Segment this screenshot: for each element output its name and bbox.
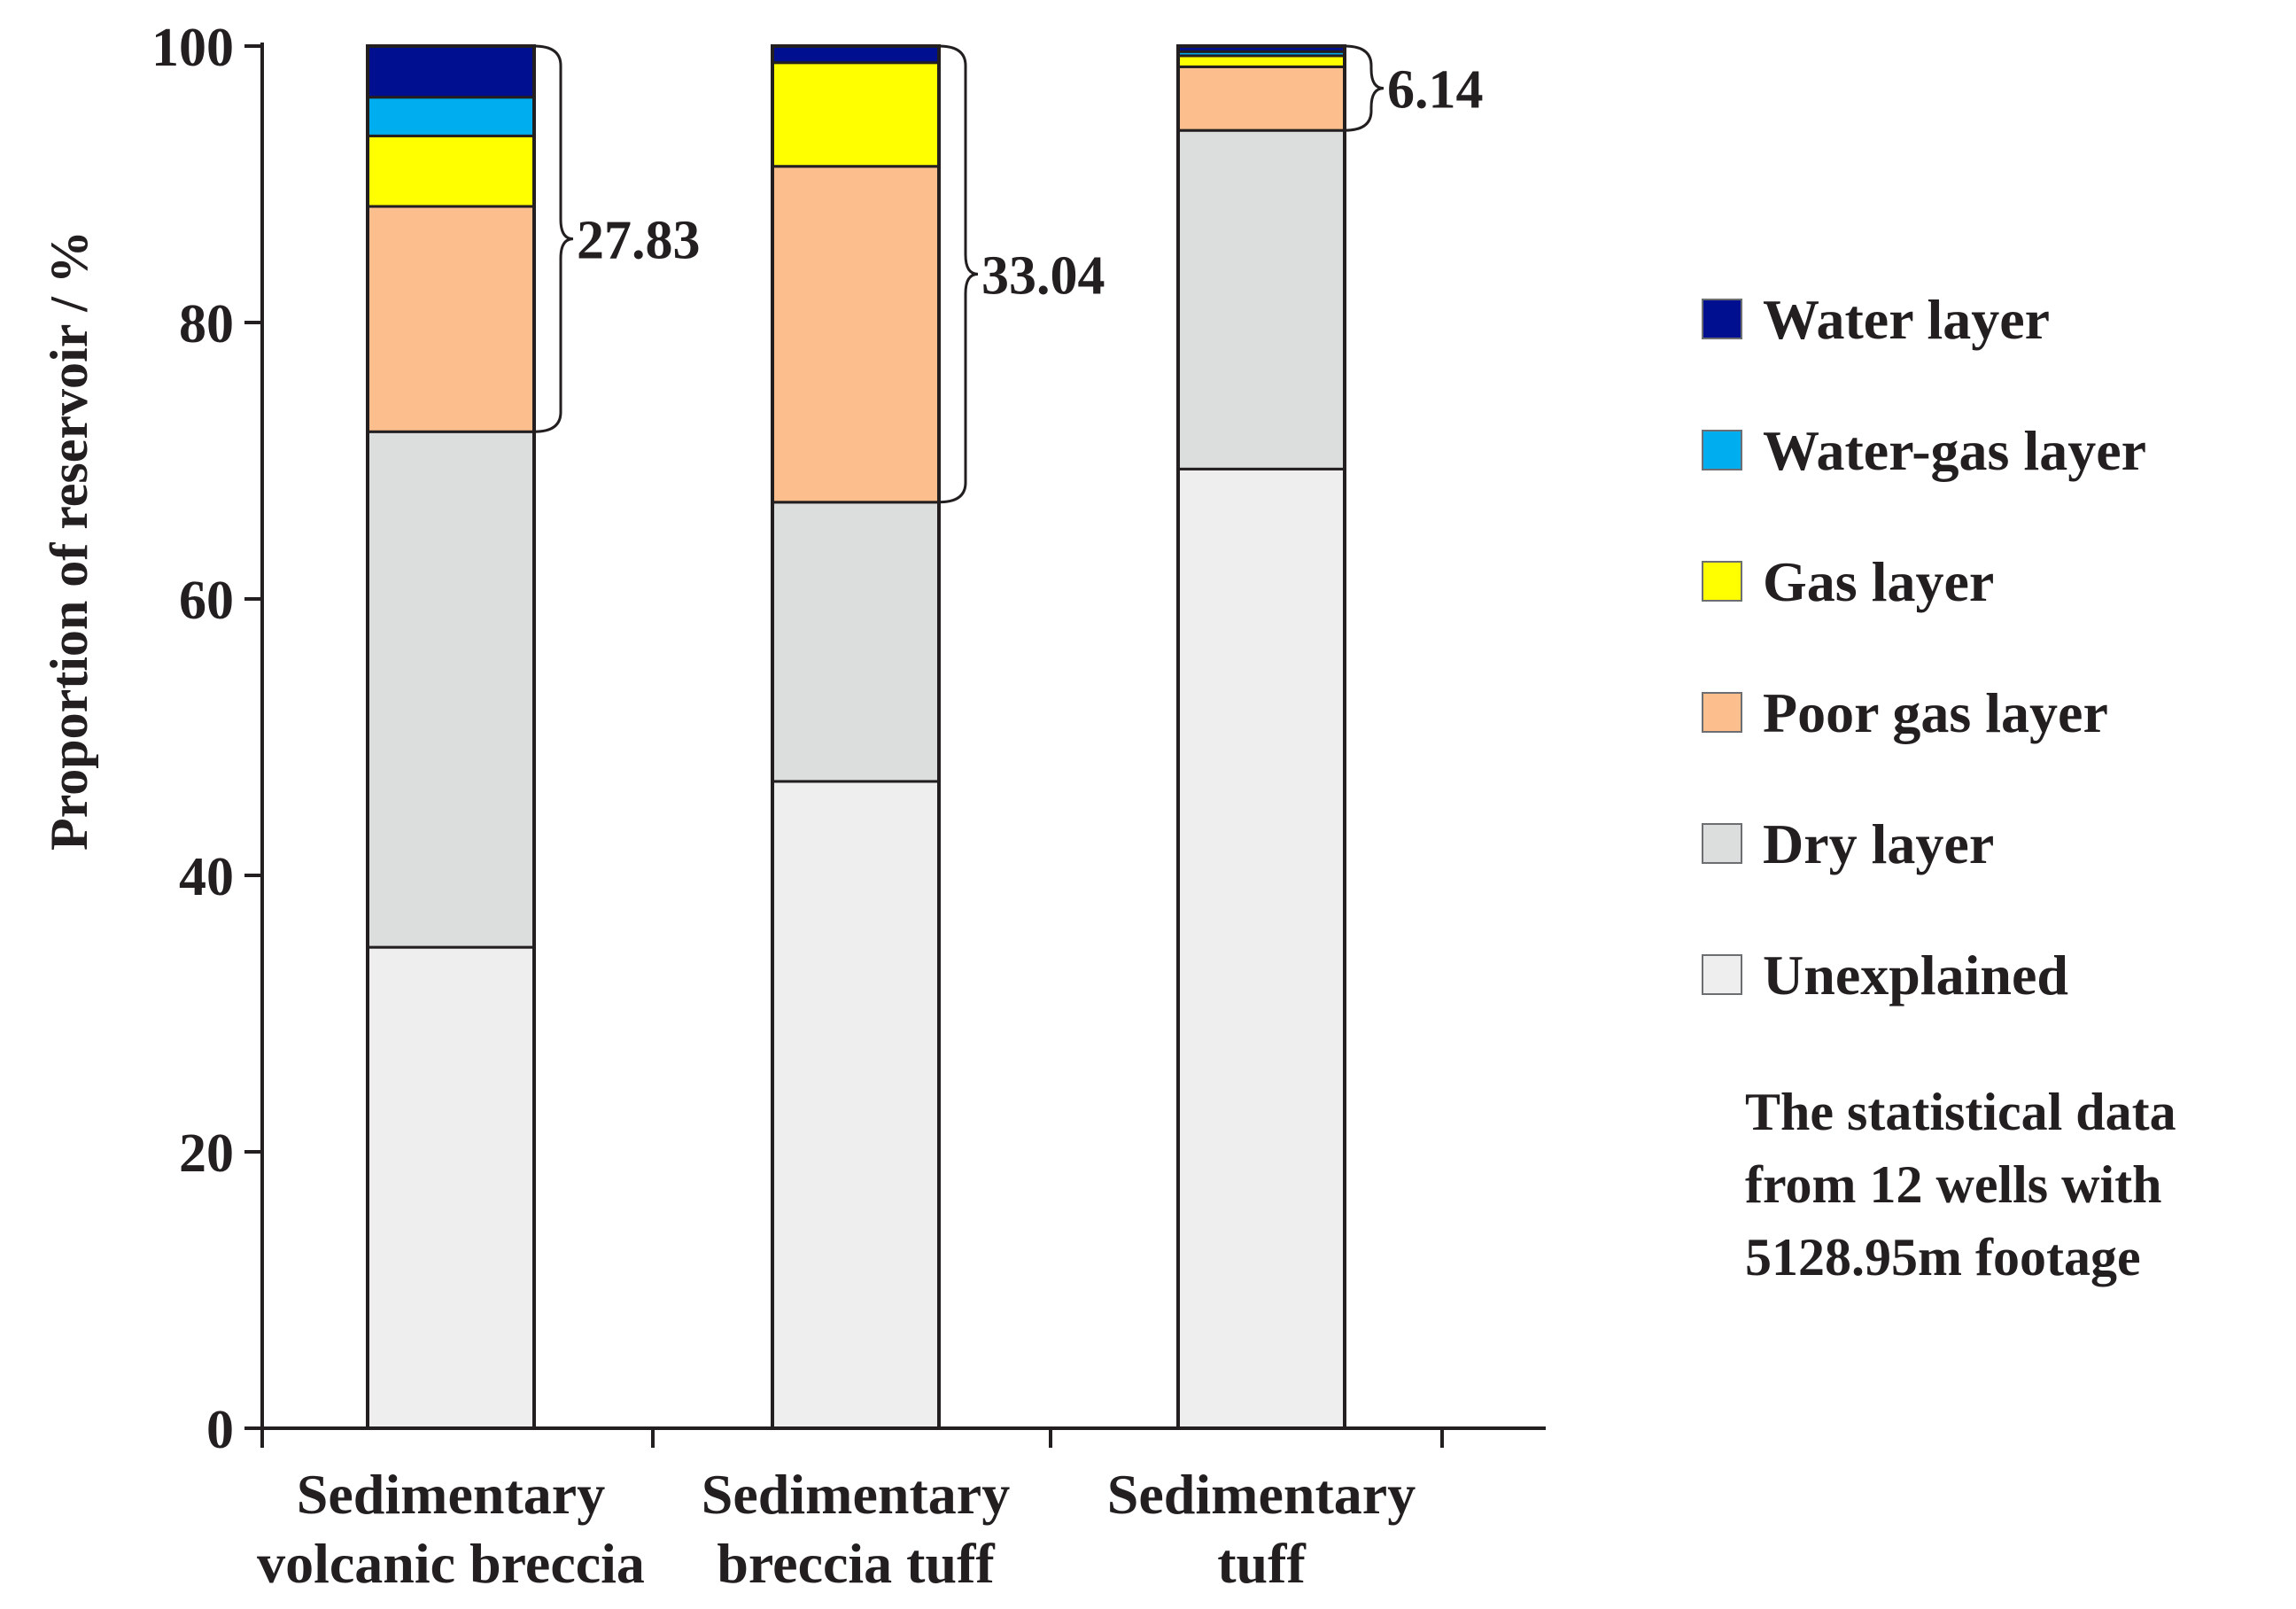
annotation-brace	[1344, 44, 1385, 132]
legend-swatch	[1702, 692, 1742, 733]
legend-swatch	[1702, 954, 1742, 995]
bar-outline	[771, 44, 941, 1430]
bar-segment	[366, 430, 536, 949]
annotation-label: 27.83	[577, 211, 701, 271]
y-tick-label: 0	[206, 1400, 234, 1460]
legend-label: Unexplained	[1763, 944, 2068, 1007]
annotation-label: 6.14	[1387, 60, 1484, 120]
bar-segment	[1176, 467, 1346, 1430]
y-tick-label: 20	[179, 1123, 234, 1184]
x-tick-label: Sedimentary tuff	[1107, 1463, 1416, 1595]
note-line: from 12 wells with	[1745, 1155, 2162, 1214]
bar-segment	[1176, 128, 1346, 470]
note-line: 5128.95m footage	[1745, 1228, 2141, 1286]
bar-segment	[366, 96, 536, 137]
x-tick-label-line: Sedimentary	[297, 1463, 605, 1526]
y-axis-label: Proportion of reservoir / %	[40, 230, 98, 851]
annotations: 27.83 33.04 6.14	[533, 44, 1484, 504]
y-tick-label: 40	[179, 847, 234, 907]
note: The statistical data from 12 wells with 51…	[1745, 1083, 2176, 1286]
legend-swatch	[1702, 430, 1742, 470]
note-line: The statistical data	[1745, 1083, 2176, 1141]
x-tick-label-line: tuff	[1217, 1532, 1306, 1595]
legend-label: Poor gas layer	[1763, 681, 2108, 744]
legend-swatch	[1702, 823, 1742, 864]
y-tick-label: 60	[179, 571, 234, 631]
bar-segment	[366, 44, 536, 99]
annotation-brace	[938, 44, 979, 504]
x-tick-label: Sedimentary volcanic breccia	[257, 1463, 645, 1595]
annotation-brace	[533, 44, 574, 433]
y-tick-label: 80	[179, 294, 234, 354]
legend-label: Gas layer	[1763, 550, 1994, 613]
bar-outline	[366, 44, 536, 1430]
legend-swatch	[1702, 299, 1742, 339]
bar-segment	[771, 61, 941, 168]
x-tick-label-line: Sedimentary	[702, 1463, 1010, 1526]
x-tick-label-line: volcanic breccia	[257, 1532, 645, 1595]
bar-segment	[1176, 65, 1346, 132]
legend: Water layer Water-gas layer Gas layer Poor …	[1702, 288, 2146, 1007]
bar-outline	[1176, 44, 1346, 1430]
bars	[366, 44, 1346, 1430]
bar-segment	[771, 44, 941, 65]
bar-segment	[1176, 54, 1346, 68]
bar-segment	[366, 205, 536, 433]
bar-segment	[771, 780, 941, 1430]
bar-segment	[771, 501, 941, 783]
legend-swatch	[1702, 561, 1742, 602]
x-tick-label: Sedimentary breccia tuff	[702, 1463, 1010, 1595]
bar-segment	[366, 945, 536, 1430]
legend-label: Water layer	[1763, 288, 2050, 351]
x-tick-label-line: Sedimentary	[1107, 1463, 1416, 1526]
legend-label: Dry layer	[1763, 812, 1994, 875]
bar-segment	[771, 165, 941, 504]
y-tick-label: 100	[151, 18, 234, 78]
x-tick-label-line: breccia tuff	[717, 1532, 995, 1595]
bar-segment	[366, 134, 536, 208]
annotation-label: 33.04	[981, 245, 1105, 306]
legend-label: Water-gas layer	[1763, 419, 2146, 482]
